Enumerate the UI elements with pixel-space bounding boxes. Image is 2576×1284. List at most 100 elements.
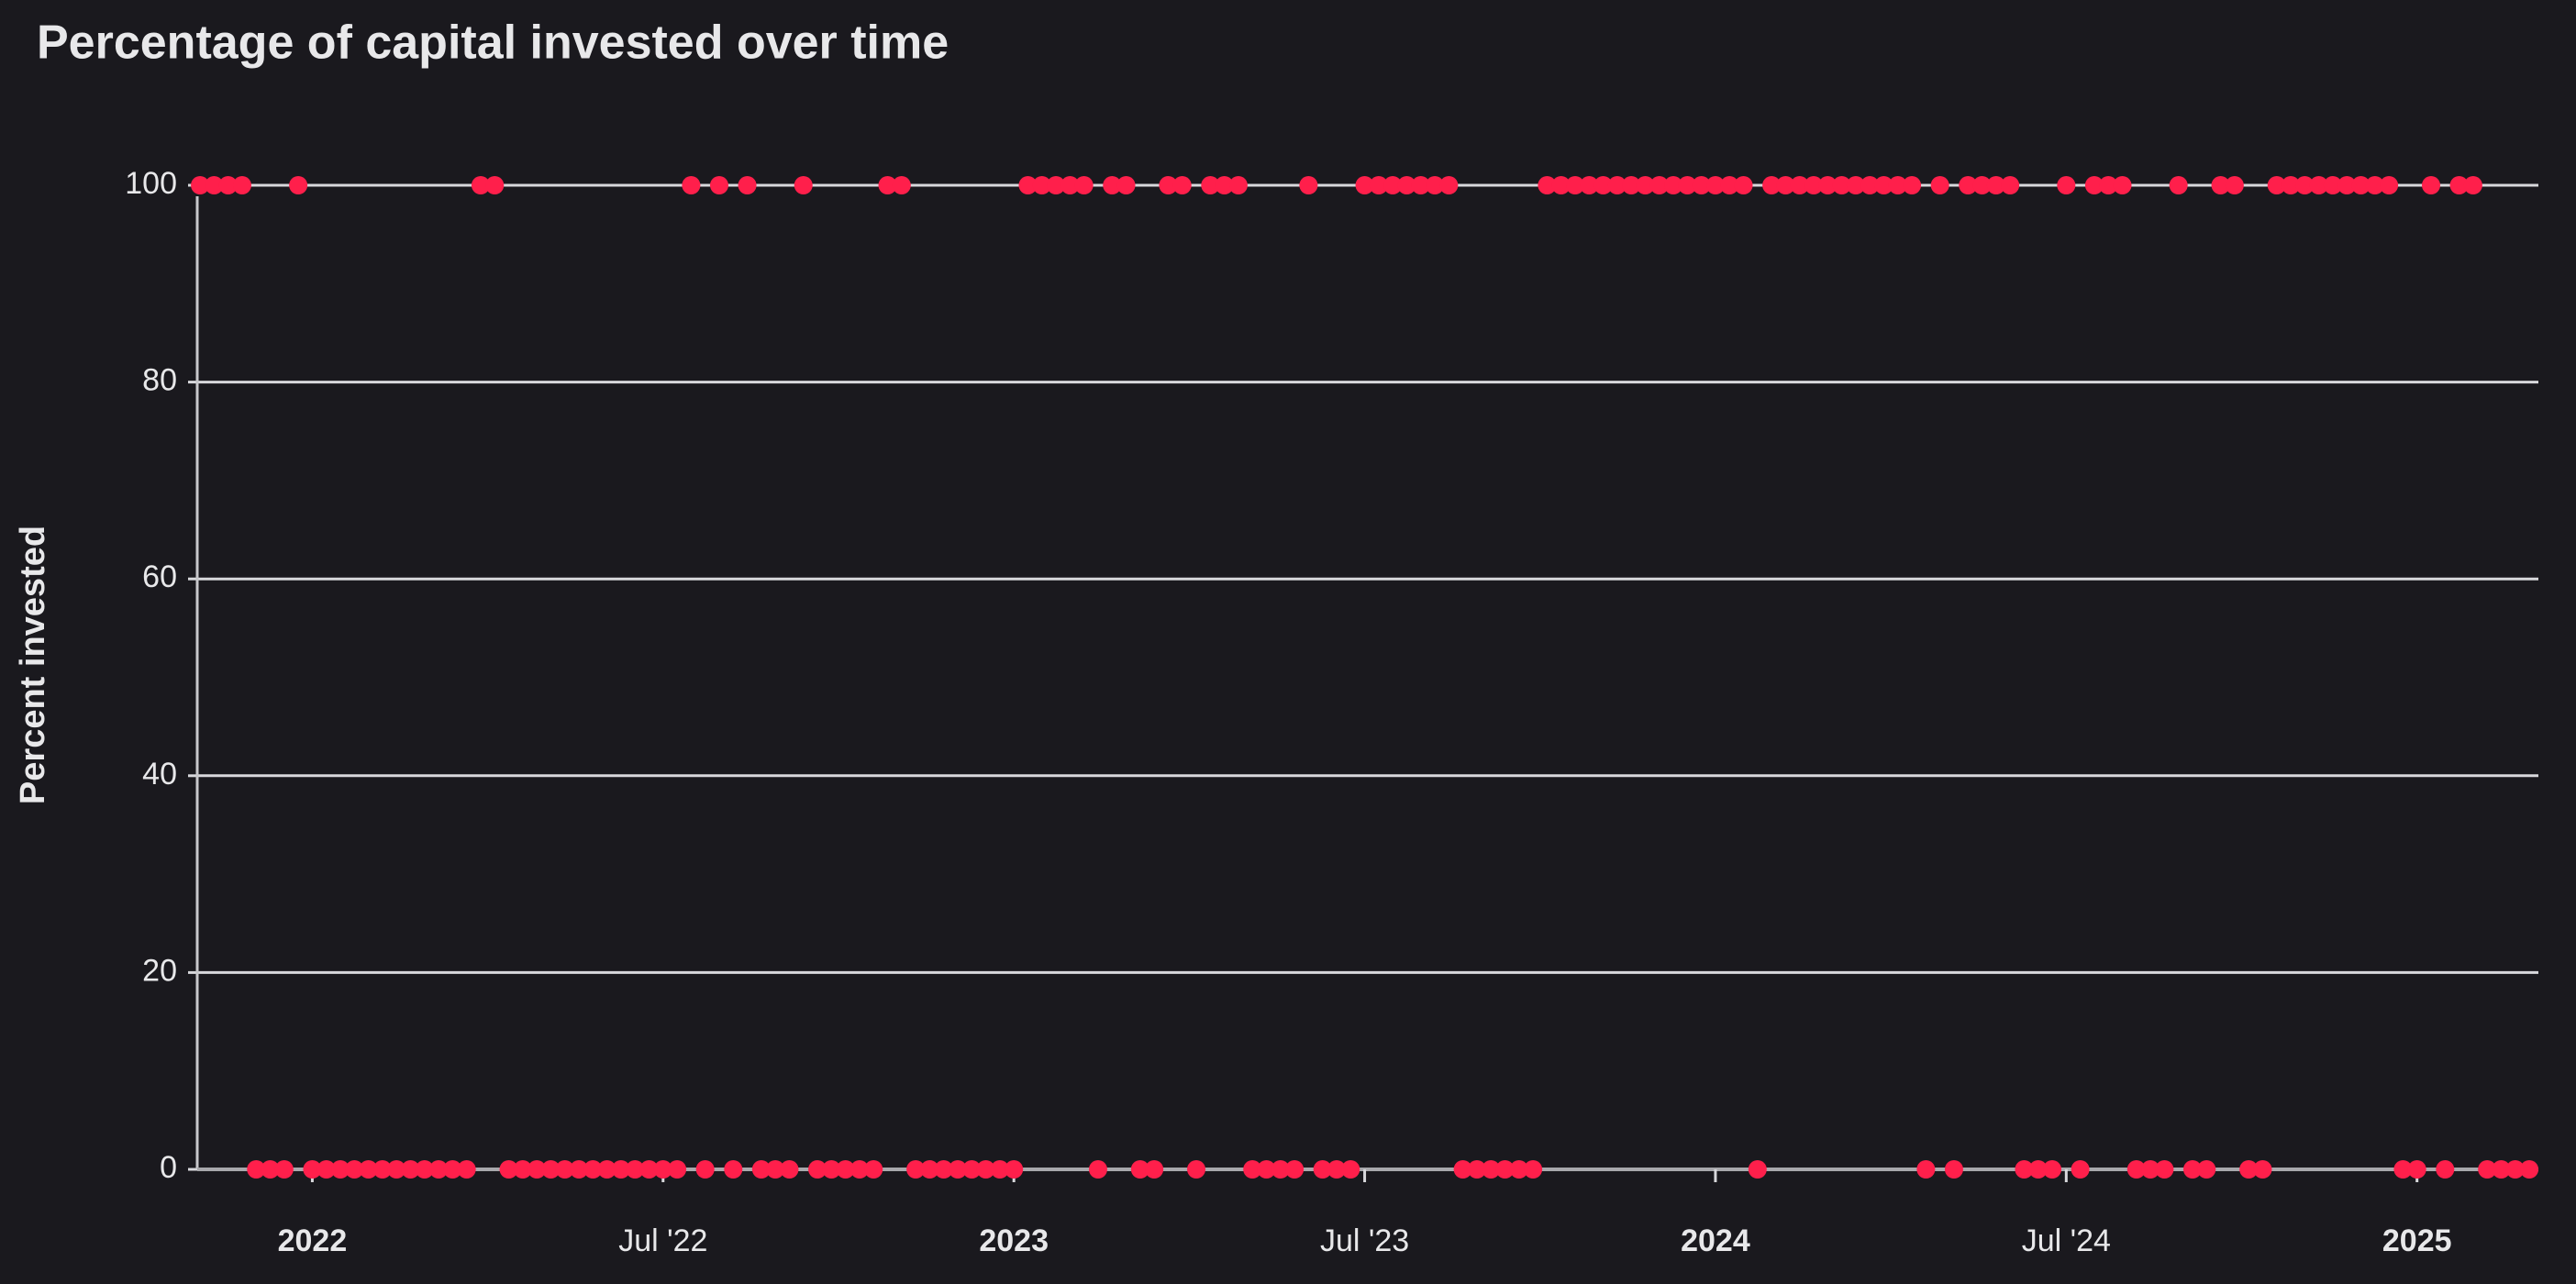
point — [359, 1160, 378, 1179]
point — [191, 176, 210, 194]
point — [1538, 176, 1557, 194]
point — [2421, 176, 2440, 194]
point — [1285, 1160, 1305, 1179]
point — [822, 1160, 841, 1179]
point — [1060, 176, 1080, 194]
point — [303, 1160, 322, 1179]
point — [1748, 1160, 1767, 1179]
y-axis-title: Percent invested — [14, 526, 52, 804]
point — [387, 1160, 406, 1179]
y-tick-label: 100 — [125, 166, 177, 201]
point — [2113, 176, 2132, 194]
point — [1593, 176, 1613, 194]
point — [597, 1160, 616, 1179]
point — [2057, 176, 2076, 194]
point — [289, 176, 308, 194]
point — [247, 1160, 266, 1179]
point — [316, 1160, 336, 1179]
point — [1313, 1160, 1332, 1179]
point — [2295, 176, 2315, 194]
point — [626, 1160, 645, 1179]
point — [1074, 176, 1094, 194]
point — [1341, 1160, 1360, 1179]
point — [2253, 1160, 2272, 1179]
point — [499, 1160, 518, 1179]
point — [1439, 176, 1459, 194]
point — [962, 1160, 982, 1179]
point — [485, 176, 505, 194]
x-tick-label: 2024 — [1681, 1223, 1750, 1258]
point — [1215, 176, 1234, 194]
point — [1916, 1160, 1936, 1179]
point — [766, 1160, 785, 1179]
point — [1551, 176, 1571, 194]
point — [990, 1160, 1009, 1179]
point — [2267, 176, 2286, 194]
point — [639, 1160, 659, 1179]
x-tick-label: Jul '24 — [2022, 1223, 2111, 1258]
point — [232, 176, 251, 194]
point — [2099, 176, 2118, 194]
point — [1257, 1160, 1276, 1179]
x-tick-label: 2022 — [278, 1223, 348, 1258]
point — [1116, 176, 1136, 194]
point — [570, 1160, 589, 1179]
point — [429, 1160, 449, 1179]
point — [205, 176, 224, 194]
point — [948, 1160, 967, 1179]
point — [1804, 176, 1824, 194]
point — [1888, 176, 1907, 194]
point — [1355, 176, 1374, 194]
point — [1397, 176, 1416, 194]
point — [2380, 176, 2399, 194]
point — [1299, 176, 1318, 194]
point — [1482, 1160, 1501, 1179]
point — [864, 1160, 883, 1179]
point — [1874, 176, 1893, 194]
point — [892, 176, 911, 194]
point — [218, 176, 238, 194]
point — [457, 1160, 476, 1179]
point — [415, 1160, 434, 1179]
point — [1032, 176, 1051, 194]
point — [2141, 1160, 2160, 1179]
point — [274, 1160, 294, 1179]
point — [1565, 176, 1584, 194]
point — [1426, 176, 1445, 194]
x-tick-label: Jul '22 — [618, 1223, 707, 1258]
point — [2449, 176, 2469, 194]
point — [1271, 1160, 1290, 1179]
point — [682, 176, 701, 194]
point — [2071, 1160, 2090, 1179]
point — [2478, 1160, 2497, 1179]
point — [2520, 1160, 2539, 1179]
point — [1145, 1160, 1164, 1179]
point — [1607, 176, 1627, 194]
point — [1509, 1160, 1528, 1179]
point — [836, 1160, 855, 1179]
point — [2225, 176, 2244, 194]
point — [780, 1160, 799, 1179]
point — [1580, 176, 1599, 194]
point — [808, 1160, 827, 1179]
point — [2155, 1160, 2174, 1179]
point — [2182, 1160, 2202, 1179]
point — [1664, 176, 1683, 194]
point — [2126, 1160, 2146, 1179]
point — [1944, 1160, 1963, 1179]
point — [1243, 1160, 1262, 1179]
point — [1903, 176, 1922, 194]
point — [2282, 176, 2301, 194]
point — [1790, 176, 1809, 194]
point — [1705, 176, 1725, 194]
y-tick-label: 20 — [142, 953, 177, 988]
point — [751, 1160, 771, 1179]
point — [1636, 176, 1655, 194]
chart-title: Percentage of capital invested over time — [37, 17, 949, 70]
point — [2084, 176, 2104, 194]
point — [2492, 1160, 2511, 1179]
point — [1846, 176, 1865, 194]
